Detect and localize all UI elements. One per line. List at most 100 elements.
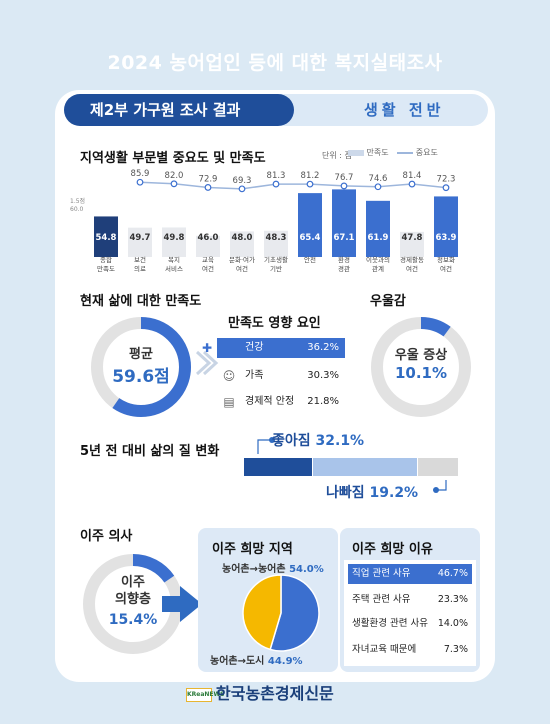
page-title: 2024 농어업인 등에 대한 복지실태조사	[107, 52, 443, 74]
pie-slice	[242, 574, 282, 651]
importance-point	[170, 180, 178, 188]
importance-value-label: 81.4	[403, 171, 422, 181]
section5-title: 이주 의사	[80, 529, 133, 544]
section3-title: 우울감	[370, 294, 406, 309]
reason-value: 14.0%	[437, 618, 468, 629]
worse-value: 19.2%	[369, 485, 419, 501]
importance-point	[408, 180, 416, 188]
bar-value-label: 46.0	[198, 233, 219, 243]
factor-row-money: ▤ 경제적 안정 21.8%	[217, 392, 345, 412]
importance-point	[204, 184, 212, 191]
importance-value-label: 69.3	[233, 176, 252, 186]
bar-value-label: 47.8	[402, 233, 423, 243]
factor-row-family: ☺ 가족 30.3%	[217, 366, 345, 386]
header-topic: 생활 전반	[364, 101, 445, 119]
importance-point	[340, 182, 348, 190]
category-label: 환경	[338, 255, 350, 264]
to-city-value: 44.9%	[267, 656, 303, 667]
avg-label: 평균	[129, 347, 153, 362]
category-label: 관계	[372, 264, 384, 273]
better-segment	[244, 458, 312, 476]
factors-title: 만족도 영향 요인	[228, 316, 321, 331]
category-label: 여건	[406, 264, 418, 273]
depression-label: 우울 증상	[394, 348, 448, 363]
bar-value-label: 48.0	[232, 233, 253, 243]
factor-label: 경제적 안정	[245, 396, 295, 407]
importance-value-label: 81.2	[301, 171, 320, 181]
arrow-right-icon	[162, 586, 202, 622]
logo-text: 한국농촌경제신문	[216, 684, 334, 703]
ref-label: 60.0	[70, 206, 84, 213]
to-rural-label: 농어촌→농어촌	[222, 564, 286, 575]
worse-text: 나빠짐 19.2%	[326, 482, 418, 502]
importance-point	[272, 180, 280, 188]
factor-label: 가족	[245, 370, 264, 381]
bar-value-label: 49.8	[164, 233, 185, 243]
category-label: 안전	[304, 255, 316, 264]
same-segment	[418, 458, 458, 476]
quality-change-bar	[244, 437, 458, 493]
importance-value-label: 76.7	[335, 173, 354, 183]
importance-value-label: 82.0	[165, 171, 184, 181]
importance-point	[374, 183, 382, 191]
bar-value-label: 63.9	[436, 233, 457, 243]
health-icon: ✚	[201, 341, 213, 355]
section2-title: 현재 삶에 대한 만족도	[80, 294, 202, 309]
depression-donut	[371, 317, 471, 417]
to-rural-text: 농어촌→농어촌 54.0%	[222, 560, 324, 575]
money-icon: ▤	[223, 395, 235, 409]
category-label: 여건	[440, 264, 452, 273]
avg-value: 59.6점	[112, 367, 170, 387]
importance-value-label: 72.9	[199, 174, 218, 184]
factor-value: 30.3%	[307, 370, 339, 381]
bar-satisfaction	[264, 230, 288, 257]
importance-point	[238, 185, 246, 193]
category-label: 종합	[100, 255, 112, 264]
category-label: 기초생활	[264, 255, 288, 264]
reason-label: 직업 관련 사유	[352, 568, 411, 579]
category-label: 여건	[236, 264, 248, 273]
factor-value: 21.8%	[307, 396, 339, 407]
category-label: 여건	[202, 264, 214, 273]
bar-value-label: 48.3	[266, 233, 287, 243]
category-label: 복지	[168, 255, 180, 264]
bar-satisfaction	[230, 231, 254, 257]
bar-value-label: 54.8	[96, 233, 117, 243]
importance-value-label: 85.9	[131, 169, 150, 179]
to-city-text: 농어촌→도시 44.9%	[210, 652, 303, 667]
legend-importance: 중요도	[415, 148, 438, 157]
region-title: 이주 희망 지역	[212, 542, 293, 557]
avg-satisfaction-donut	[91, 317, 191, 417]
intent-value: 15.4%	[108, 612, 158, 628]
bar-value-label: 67.1	[334, 233, 355, 243]
bar-value-label: 61.9	[368, 233, 389, 243]
intent-label-2: 의향층	[115, 592, 151, 607]
legend-satisfaction-swatch	[348, 149, 364, 156]
legend-satisfaction: 만족도	[366, 148, 389, 157]
factor-row-health: ✚ 건강 36.2%	[202, 338, 345, 358]
bar-satisfaction	[298, 193, 322, 257]
category-label: 만족도	[97, 264, 115, 273]
bar-satisfaction	[366, 200, 390, 257]
to-rural-value: 54.0%	[289, 564, 324, 575]
bar-satisfaction	[434, 196, 458, 257]
reason-title: 이주 희망 이유	[352, 542, 433, 557]
chart-legend: 만족도 중요도	[348, 147, 438, 158]
pie-slice	[269, 574, 320, 652]
importance-point	[442, 184, 450, 192]
bar-satisfaction	[162, 227, 186, 257]
category-label: 의료	[134, 264, 146, 273]
better-text: 좋아짐 32.1%	[272, 430, 364, 450]
bar-satisfaction	[196, 235, 220, 257]
reason-label: 자녀교육 때문에	[352, 644, 417, 655]
donut-fill	[91, 317, 191, 417]
family-icon: ☺	[222, 369, 236, 383]
category-label: 경제활동	[400, 255, 424, 264]
reason-row: 주택 관련 사유 23.3%	[352, 590, 472, 610]
worse-connector	[436, 480, 447, 491]
reason-row: 자녀교육 때문에 7.3%	[352, 640, 472, 660]
header-part: 제2부 가구원 조사 결과	[64, 94, 294, 126]
better-label: 좋아짐	[272, 433, 311, 449]
importance-value-label: 74.6	[369, 174, 388, 184]
